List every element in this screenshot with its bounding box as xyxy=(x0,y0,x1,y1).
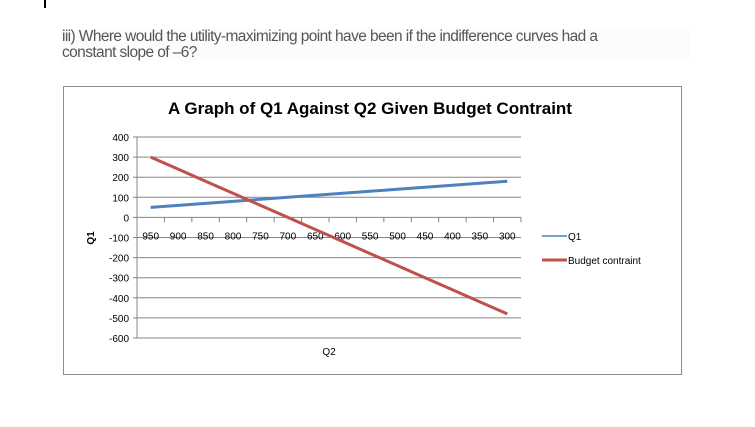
y-tick-label: 300 xyxy=(112,153,129,164)
chart-title: A Graph of Q1 Against Q2 Given Budget Co… xyxy=(168,99,572,118)
x-tick-label: 550 xyxy=(362,231,379,242)
y-tick-label: -500 xyxy=(109,314,129,325)
text-cursor xyxy=(44,0,46,8)
x-tick-label: 650 xyxy=(307,231,324,242)
y-tick-label: -600 xyxy=(109,334,129,345)
y-tick-label: 0 xyxy=(123,213,129,224)
series-line-budget-contraint xyxy=(150,155,508,316)
legend-label: Q1 xyxy=(568,232,582,243)
question-line-1: iii) Where would the utility-maximizing … xyxy=(62,28,598,45)
x-tick-label: 700 xyxy=(280,231,297,242)
x-tick-label: 400 xyxy=(444,231,461,242)
x-tick-label: 350 xyxy=(472,231,489,242)
series-line-q1 xyxy=(150,179,508,209)
x-tick-label: 900 xyxy=(170,231,187,242)
y-axis-label: Q1 xyxy=(86,231,97,245)
x-tick-label: 600 xyxy=(334,231,351,242)
question-line-2: constant slope of –6? xyxy=(62,44,197,61)
y-tick-label: -300 xyxy=(109,274,129,285)
y-tick-label: 400 xyxy=(112,133,129,144)
chart-container xyxy=(63,86,682,375)
x-tick-label: 450 xyxy=(417,231,434,242)
x-tick-label: 750 xyxy=(252,231,269,242)
x-tick-label: 800 xyxy=(225,231,242,242)
y-tick-label: -200 xyxy=(109,254,129,265)
x-tick-label: 950 xyxy=(142,231,159,242)
x-tick-label: 300 xyxy=(499,231,516,242)
x-axis-label: Q2 xyxy=(322,347,336,358)
x-tick-label: 500 xyxy=(389,231,406,242)
y-tick-label: -100 xyxy=(109,234,129,245)
legend-label: Budget contraint xyxy=(568,256,641,267)
y-tick-label: 100 xyxy=(112,193,129,204)
x-tick-label: 850 xyxy=(197,231,214,242)
y-tick-label: -400 xyxy=(109,294,129,305)
question-text: iii) Where would the utility-maximizing … xyxy=(62,29,690,61)
y-tick-label: 200 xyxy=(112,173,129,184)
